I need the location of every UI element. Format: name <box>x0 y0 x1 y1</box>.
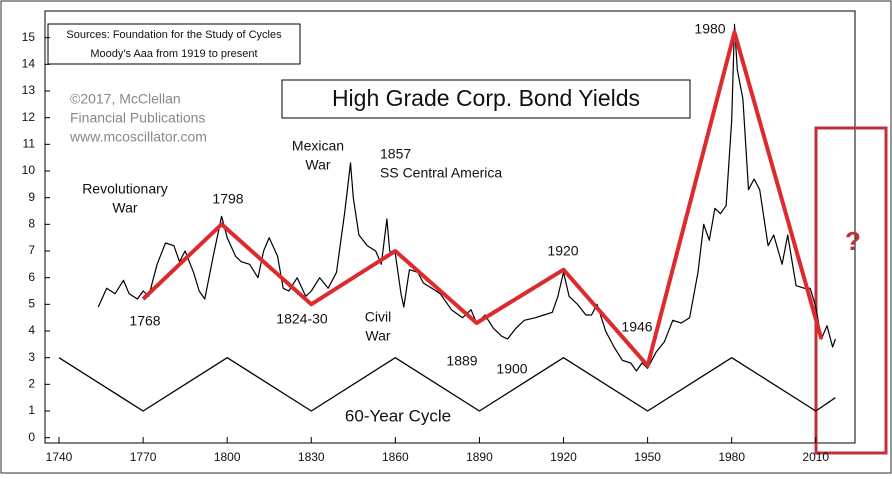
annotation: 1798 <box>212 191 243 207</box>
future-box <box>814 126 888 455</box>
sources-text: Moody's Aaa from 1919 to present <box>90 48 257 60</box>
annotation: SS Central America <box>380 165 502 181</box>
annotation: 1900 <box>496 361 527 377</box>
y-tick-label: 9 <box>28 190 35 204</box>
series-line <box>141 30 824 368</box>
x-tick-label: 1830 <box>298 450 325 464</box>
cycle-label: 60-Year Cycle <box>345 406 451 425</box>
title-box <box>281 79 691 119</box>
y-tick-label: 7 <box>28 243 35 257</box>
annotation: War <box>305 157 330 173</box>
y-tick-label: 15 <box>22 30 36 44</box>
x-tick-label: 1770 <box>130 450 157 464</box>
x-tick-label: 1800 <box>214 450 241 464</box>
annotation: 1857 <box>380 146 411 162</box>
annotation: 1980 <box>694 21 725 37</box>
sources-box <box>47 23 301 65</box>
annotation: War <box>112 200 137 216</box>
y-tick-label: 3 <box>28 350 35 364</box>
annotation: 1889 <box>446 353 477 369</box>
y-tick-label: 10 <box>22 163 36 177</box>
x-tick-label: 1860 <box>382 450 409 464</box>
annotation: Revolutionary <box>82 181 168 197</box>
annotation: Mexican <box>292 138 344 154</box>
y-tick-label: 1 <box>28 403 35 417</box>
y-tick-label: 6 <box>28 270 35 284</box>
y-tick-label: 13 <box>22 83 36 97</box>
y-tick-label: 14 <box>22 57 36 71</box>
annotation: War <box>365 328 390 344</box>
copyright: Financial Publications <box>70 110 205 126</box>
y-tick-label: 12 <box>22 110 36 124</box>
y-tick-label: 11 <box>23 137 36 151</box>
y-tick-label: 5 <box>28 297 35 311</box>
copyright: www.mcoscillator.com <box>69 129 207 145</box>
annotation: 1920 <box>547 243 578 259</box>
x-tick-label: 2010 <box>802 450 829 464</box>
x-tick-label: 1980 <box>718 450 745 464</box>
x-tick-label: 1920 <box>550 450 577 464</box>
annotation: Civil <box>365 309 391 325</box>
y-tick-label: 2 <box>28 377 35 391</box>
series-line <box>97 23 836 372</box>
series-line <box>58 357 836 412</box>
question-mark: ? <box>845 226 861 256</box>
x-tick-label: 1740 <box>46 450 73 464</box>
x-tick-label: 1950 <box>634 450 661 464</box>
chart-title: High Grade Corp. Bond Yields <box>332 85 640 111</box>
copyright: ©2017, McClellan <box>70 91 181 107</box>
y-tick-label: 8 <box>28 217 35 231</box>
annotation: 1946 <box>621 319 652 335</box>
annotation: 1768 <box>129 313 160 329</box>
y-tick-label: 4 <box>28 323 35 337</box>
x-tick-label: 1890 <box>466 450 493 464</box>
plot-area <box>44 10 856 444</box>
annotation: 1824-30 <box>276 311 328 327</box>
sources-text: Sources: Foundation for the Study of Cyc… <box>66 29 282 41</box>
y-tick-label: 0 <box>28 430 35 444</box>
